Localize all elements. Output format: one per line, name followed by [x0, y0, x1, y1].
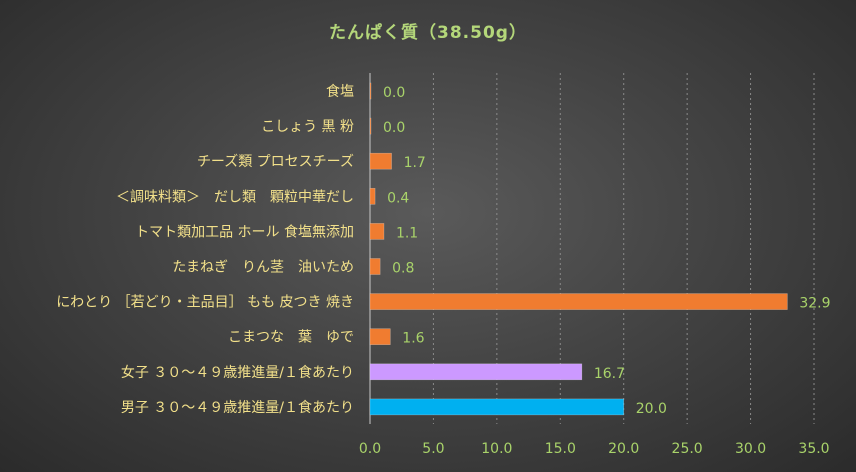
label-layer: 食塩 0.0 こしょう 黒 粉 0.0 チーズ類 プロセスチーズ 1.7 ＜調味料類＞ だし… [56, 83, 830, 417]
bar-layer [369, 82, 788, 416]
x-tick-label: 0.0 [359, 441, 381, 457]
tick-layer: 0.0 5.0 10.0 15.0 20.0 25.0 30.0 35.0 [359, 441, 830, 457]
category-label: 男子 ３０～４９歳推進量/１食あたり [121, 399, 354, 416]
category-label: こまつな 葉 ゆで [228, 330, 354, 346]
bar [369, 293, 788, 310]
bar [369, 152, 392, 170]
chart-title: たんぱく質（38.50g） [329, 23, 527, 43]
x-tick-label: 35.0 [798, 441, 829, 457]
data-label: 20.0 [636, 401, 667, 417]
category-label: ＜調味料類＞ だし類 顆粒中華だし [116, 189, 354, 205]
category-label: チーズ類 プロセスチーズ [197, 154, 354, 170]
bar [369, 117, 372, 135]
x-tick-label: 5.0 [422, 441, 444, 457]
data-label: 0.0 [383, 120, 405, 136]
category-label: 女子 ３０～４９歳推進量/１食あたり [121, 364, 354, 381]
x-tick-label: 10.0 [481, 441, 512, 457]
x-tick-label: 20.0 [608, 441, 639, 457]
category-label: たまねぎ りん茎 油いため [172, 260, 354, 276]
bar [369, 82, 372, 100]
x-tick-label: 25.0 [672, 441, 703, 457]
data-label: 1.1 [396, 225, 418, 241]
category-label: にわとり ［若どり・主品目］ もも 皮つき 焼き [56, 295, 354, 311]
data-label: 0.0 [383, 85, 405, 101]
category-label: トマト類加工品 ホール 食塩無添加 [135, 223, 354, 240]
bar [369, 363, 583, 381]
bar [369, 188, 376, 205]
data-label: 1.6 [402, 331, 424, 347]
data-label: 0.4 [387, 190, 409, 206]
data-label: 16.7 [594, 366, 625, 382]
data-label: 32.9 [799, 296, 830, 312]
bar [369, 398, 625, 416]
bar [369, 328, 391, 346]
bar [369, 258, 381, 275]
data-label: 1.7 [404, 155, 426, 171]
x-tick-label: 15.0 [545, 441, 576, 457]
category-label: 食塩 [326, 83, 354, 100]
data-label: 0.8 [392, 261, 414, 277]
bar [369, 223, 385, 240]
x-tick-label: 30.0 [735, 441, 766, 457]
category-label: こしょう 黒 粉 [261, 119, 354, 135]
